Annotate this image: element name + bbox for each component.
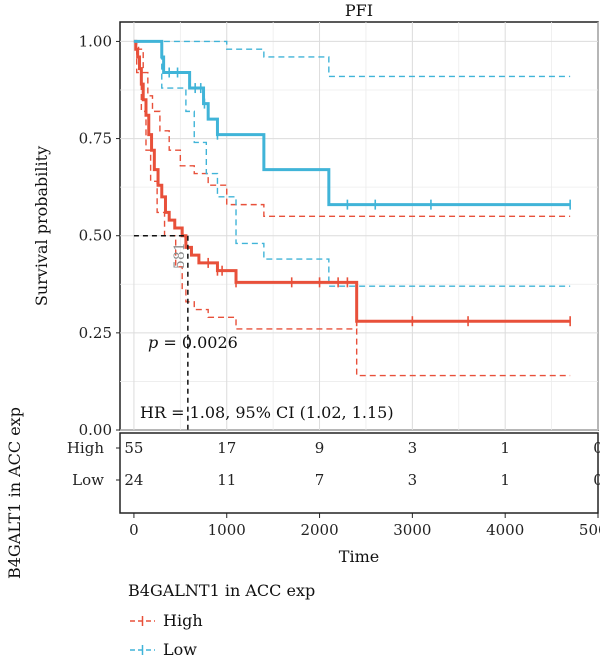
legend-item-low: Low bbox=[130, 640, 197, 659]
x-tick-label: 4000 bbox=[486, 521, 524, 539]
legend-item-high: High bbox=[130, 611, 203, 630]
y-axis-title: Survival probability bbox=[32, 146, 51, 306]
risk-count-low: 3 bbox=[408, 471, 418, 489]
risk-count-high: 0 bbox=[593, 439, 600, 457]
chart-title: PFI bbox=[345, 1, 373, 20]
ci-lower-high bbox=[133, 40, 571, 377]
risk-table-ylabel: B4GALT1 in ACC exp bbox=[5, 407, 24, 579]
risk-count-high: 17 bbox=[217, 439, 236, 457]
legend-title: B4GALNT1 in ACC exp bbox=[128, 581, 315, 600]
risk-row-label-high: High bbox=[67, 439, 104, 457]
y-tick-label: 1.00 bbox=[79, 32, 112, 50]
y-tick-label: 0.00 bbox=[79, 421, 112, 439]
p-value-annotation: p = 0.0026 bbox=[148, 333, 238, 352]
ci-upper-high bbox=[133, 40, 571, 217]
x-tick-label: 2000 bbox=[300, 521, 338, 539]
risk-count-high: 1 bbox=[500, 439, 510, 457]
risk-count-high: 55 bbox=[124, 439, 143, 457]
legend-label-high: High bbox=[163, 611, 203, 630]
risk-count-low: 7 bbox=[315, 471, 325, 489]
grid-lines bbox=[120, 22, 599, 431]
y-tick-label: 0.50 bbox=[79, 227, 112, 245]
risk-count-low: 1 bbox=[500, 471, 510, 489]
x-tick-label: 1000 bbox=[208, 521, 246, 539]
survival-line-low bbox=[133, 39, 571, 207]
risk-count-low: 24 bbox=[124, 471, 143, 489]
survival-line-high bbox=[133, 39, 571, 323]
x-tick-label: 0 bbox=[129, 521, 139, 539]
median-label: 581 bbox=[172, 242, 188, 269]
legend-label-low: Low bbox=[163, 640, 197, 659]
survival-curves bbox=[133, 39, 571, 377]
ci-upper-low bbox=[133, 40, 571, 78]
plot-panel bbox=[119, 21, 599, 431]
risk-count-low: 0 bbox=[593, 471, 600, 489]
x-axis-title: Time bbox=[339, 547, 379, 566]
risk-row-label-low: Low bbox=[72, 471, 104, 489]
risk-table-panel bbox=[119, 432, 599, 514]
y-tick-label: 0.75 bbox=[79, 130, 112, 148]
ci-lower-low bbox=[133, 40, 571, 287]
y-tick-label: 0.25 bbox=[79, 324, 112, 342]
risk-count-low: 11 bbox=[217, 471, 236, 489]
x-tick-label: 5000 bbox=[579, 521, 600, 539]
risk-count-high: 3 bbox=[408, 439, 418, 457]
x-tick-label: 3000 bbox=[393, 521, 431, 539]
risk-count-high: 9 bbox=[315, 439, 325, 457]
hazard-ratio-annotation: HR = 1.08, 95% CI (1.02, 1.15) bbox=[140, 403, 394, 422]
